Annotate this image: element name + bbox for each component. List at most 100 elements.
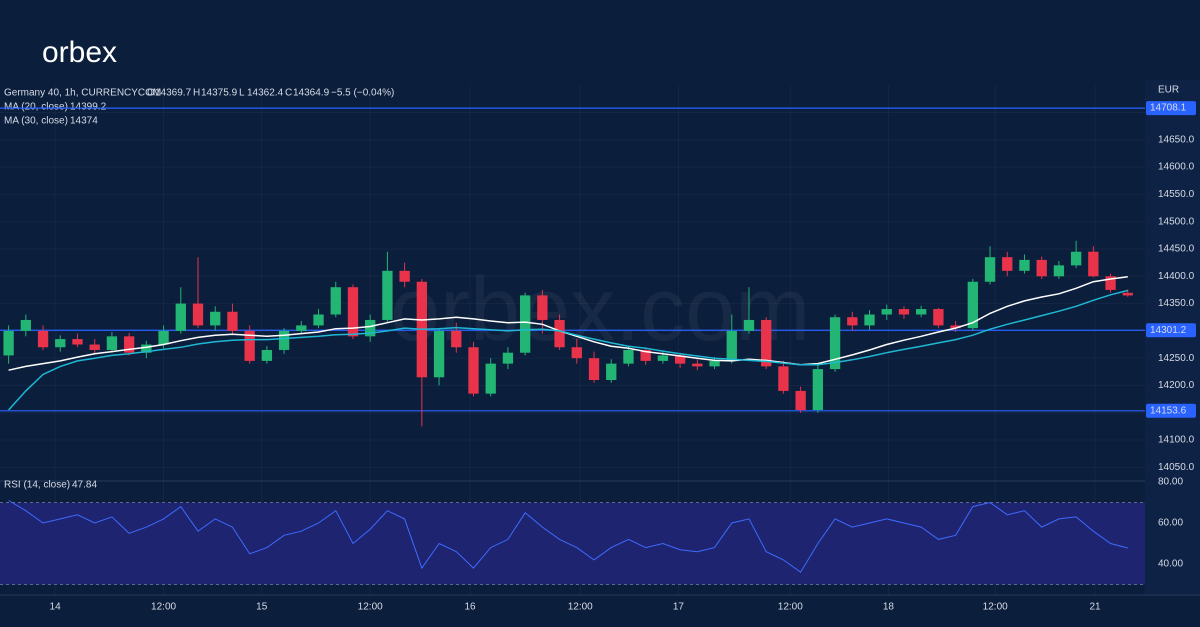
level-label: 14708.1 (1150, 103, 1187, 114)
candle-body (141, 344, 152, 353)
candle-body (278, 330, 290, 350)
candle-body (640, 349, 651, 361)
ohlc-label: L (239, 88, 245, 99)
candle-body (519, 295, 531, 353)
x-tick-label: 18 (883, 602, 895, 613)
candle-body (1088, 251, 1099, 277)
candle-body (485, 363, 496, 394)
currency: EUR (1158, 85, 1179, 96)
candle-body (916, 309, 927, 315)
x-tick-label: 12:00 (568, 602, 593, 613)
candle-body (3, 330, 14, 356)
y-tick-label: 14650.0 (1158, 134, 1195, 145)
candle-body (382, 270, 393, 320)
candle-body (192, 303, 204, 326)
candle-body (554, 319, 565, 348)
candle-body (72, 339, 83, 345)
candle-body (37, 330, 49, 348)
candle-body (984, 257, 996, 282)
candle-body (313, 314, 324, 326)
candle-body (330, 287, 341, 315)
candle-body (795, 390, 806, 411)
candle-body (399, 270, 410, 282)
candle-body (743, 319, 755, 331)
level-tag (1146, 101, 1196, 116)
candle-body (571, 347, 582, 359)
candle-body (1053, 265, 1065, 277)
candle-body (950, 325, 961, 329)
y-tick-label: 14500.0 (1158, 216, 1195, 227)
level-label: 14301.2 (1150, 325, 1187, 336)
candle-body (657, 355, 669, 361)
candle-body (123, 336, 135, 353)
candle-body (726, 330, 737, 361)
x-tick-label: 16 (464, 602, 476, 613)
candle-body (812, 369, 824, 411)
y-tick-label: 14100.0 (1158, 435, 1195, 446)
candle-body (606, 363, 617, 381)
rsi-value: 47.84 (72, 480, 97, 491)
x-tick-label: 15 (256, 602, 268, 613)
candle-body (898, 309, 910, 315)
candle-body (692, 363, 703, 367)
candle-body (244, 330, 255, 361)
x-tick-label: 12:00 (358, 602, 383, 613)
candle-body (709, 360, 720, 367)
ohlc-label: H (193, 88, 200, 99)
candle-body (89, 344, 100, 350)
rsi-tick-label: 80.00 (1158, 477, 1183, 488)
candle-body (967, 281, 978, 329)
candle-body (106, 336, 118, 350)
x-tick-label: 14 (50, 602, 62, 613)
candle-body (227, 311, 238, 331)
candle-body (761, 319, 772, 367)
rsi-band (0, 502, 1145, 585)
price-axis-bg (1145, 80, 1200, 595)
y-tick-label: 14400.0 (1158, 271, 1195, 282)
x-tick-label: 17 (673, 602, 685, 613)
rsi-line (8, 500, 1128, 573)
ohlc-value: 14362.4 (247, 88, 284, 99)
ohlc-value: 14375.9 (201, 88, 238, 99)
ohlc-label: O (147, 88, 155, 99)
candle-body (933, 309, 944, 326)
y-tick-label: 14200.0 (1158, 380, 1195, 391)
rsi-tick-label: 40.00 (1158, 559, 1183, 570)
logo: orbex (42, 36, 117, 69)
y-tick-label: 14050.0 (1158, 462, 1195, 473)
candle-body (175, 303, 186, 331)
level-tag (1146, 323, 1196, 338)
candle-body (20, 319, 31, 331)
candle-body (537, 295, 548, 320)
candle-body (588, 358, 600, 381)
candle-body (158, 330, 169, 345)
candle-body (1105, 276, 1116, 290)
candle-body (1122, 292, 1133, 296)
candle-body (296, 325, 307, 331)
symbol-title: Germany 40, 1h, CURRENCYCOM (4, 88, 161, 99)
ma-title: MA (30, close) (4, 116, 68, 127)
ma-value: 14399.2 (70, 102, 107, 113)
candle-body (1002, 257, 1013, 271)
candle-body (623, 349, 634, 364)
candle-body (847, 317, 858, 326)
y-tick-label: 14550.0 (1158, 189, 1195, 200)
level-label: 14153.6 (1150, 405, 1187, 416)
ohlc-value: 14369.7 (155, 88, 192, 99)
candle-body (1036, 259, 1047, 277)
ohlc-value: 14364.9 (293, 88, 330, 99)
candle-body (55, 339, 66, 348)
ma-value: 14374 (70, 116, 98, 127)
candle-body (468, 347, 479, 394)
y-tick-label: 14450.0 (1158, 244, 1195, 255)
level-tag (1146, 403, 1196, 418)
candle-body (1070, 251, 1082, 266)
x-tick-label: 12:00 (778, 602, 803, 613)
candle-body (674, 355, 686, 364)
ma-line (8, 289, 1128, 411)
ma-title: MA (20, close) (4, 102, 68, 113)
candle-body (1019, 259, 1030, 271)
y-tick-label: 14600.0 (1158, 162, 1195, 173)
